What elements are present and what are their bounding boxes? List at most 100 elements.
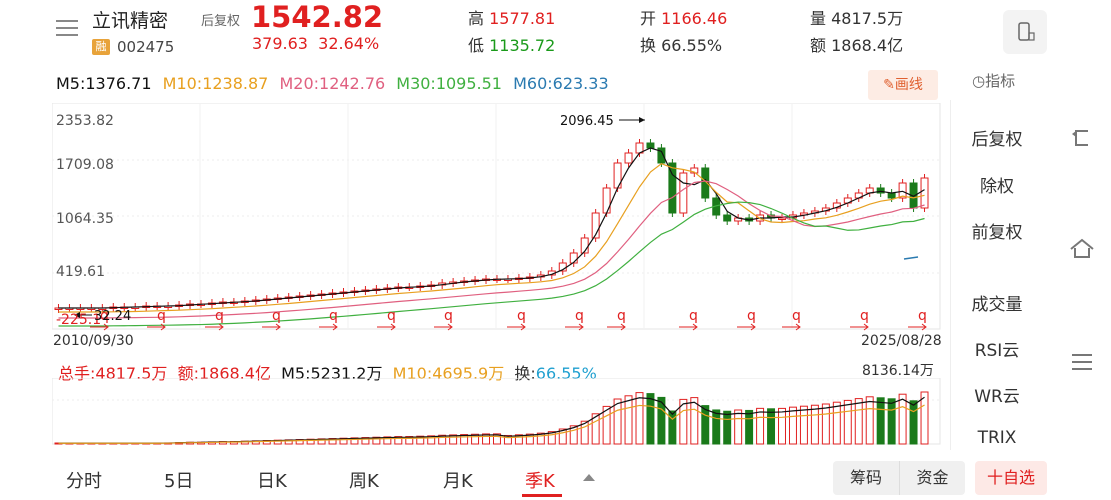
volume-bar: [799, 405, 808, 445]
landscape-toggle-button[interactable]: [1003, 10, 1047, 54]
candle: [679, 172, 688, 214]
volume-bar: [525, 433, 534, 445]
event-arrow: [434, 323, 453, 331]
tab-daily-k[interactable]: 日K: [257, 471, 287, 492]
event-marker[interactable]: q: [747, 308, 756, 324]
volume-bar: [843, 399, 852, 445]
volume-bar: [580, 420, 589, 445]
volume-bar: [482, 433, 491, 445]
draw-line-button[interactable]: ✎画线: [868, 70, 938, 100]
event-arrow: [377, 323, 396, 331]
volume-bar: [536, 432, 545, 445]
list-menu-icon[interactable]: [1068, 350, 1096, 374]
volume-bar: [876, 397, 885, 445]
tab-weekly-k[interactable]: 周K: [349, 471, 379, 492]
event-marker[interactable]: q: [918, 308, 927, 324]
volume-bar: [646, 393, 655, 445]
volume-bar: [712, 409, 721, 445]
event-marker[interactable]: q: [444, 308, 453, 324]
volume-bar: [745, 409, 754, 445]
event-marker[interactable]: q: [617, 308, 626, 324]
volume-bar: [383, 436, 392, 445]
tab-front-adjusted[interactable]: 前复权: [971, 223, 1023, 243]
ma20-value: M20:1242.76: [279, 74, 386, 93]
menu-icon[interactable]: [56, 20, 78, 38]
event-marker[interactable]: q: [517, 308, 526, 324]
volume-bar: [372, 436, 381, 445]
event-marker[interactable]: q: [792, 308, 801, 324]
volume-bar: [438, 434, 447, 445]
event-arrow: [262, 323, 281, 331]
candle: [591, 212, 600, 239]
tab-trix[interactable]: TRIX: [977, 428, 1017, 448]
event-marker[interactable]: q: [157, 308, 166, 324]
event-marker[interactable]: q: [100, 308, 109, 324]
candle: [920, 177, 929, 209]
volume-bar: [679, 398, 688, 445]
low-stat: 低 1135.72: [468, 36, 556, 55]
event-marker[interactable]: q: [215, 308, 224, 324]
candle: [887, 192, 896, 199]
volume-bar: [701, 405, 710, 445]
volume-bar: [635, 392, 644, 445]
funds-button[interactable]: 资金: [899, 461, 965, 495]
current-price: 1542.82: [251, 0, 384, 34]
volume-bar: [723, 410, 732, 445]
tab-ex-rights[interactable]: 除权: [980, 177, 1014, 197]
tab-wr[interactable]: WR云: [974, 387, 1020, 407]
ma30-value: M30:1095.51: [396, 74, 502, 93]
indicator-button[interactable]: ◷指标: [972, 72, 1016, 90]
home-icon[interactable]: [1068, 236, 1096, 260]
event-marker[interactable]: q: [575, 308, 584, 324]
volume-bar: [767, 408, 776, 445]
event-marker[interactable]: q: [329, 308, 338, 324]
volume-bar: [778, 407, 786, 445]
tab-intraday[interactable]: 分时: [66, 471, 102, 492]
event-arrow: [319, 323, 338, 331]
back-icon[interactable]: [1068, 126, 1096, 150]
candle: [668, 162, 677, 214]
ma60-value: M60:623.33: [513, 74, 609, 93]
volume-bar: [668, 410, 677, 445]
candle: [898, 182, 907, 199]
tab-monthly-k[interactable]: 月K: [443, 471, 473, 492]
volume-bar: [569, 425, 578, 445]
min-price-label: 32.24: [94, 309, 132, 324]
side-panel: [950, 100, 1044, 450]
volume-bar: [898, 393, 907, 445]
price-change: 379.63 32.64%: [252, 34, 380, 53]
event-arrow: [908, 323, 927, 331]
volume-bar: [690, 397, 699, 445]
tab-rsi[interactable]: RSI云: [974, 341, 1020, 361]
end-date: 2025/08/28: [861, 333, 942, 349]
event-marker[interactable]: q: [860, 308, 869, 324]
add-watchlist-button[interactable]: 十自选: [975, 461, 1047, 495]
tab-5day[interactable]: 5日: [164, 471, 194, 492]
volume-chart[interactable]: [52, 378, 942, 446]
volume-bar: [865, 396, 874, 445]
event-arrow: [205, 323, 224, 331]
max-arrowhead: [639, 117, 645, 123]
event-arrow: [565, 323, 584, 331]
event-marker[interactable]: q: [387, 308, 396, 324]
ma5-value: M5:1376.71: [56, 74, 152, 93]
tab-volume[interactable]: 成交量: [971, 295, 1023, 315]
ma10-value: M10:1238.87: [162, 74, 269, 93]
margin-badge: 融: [92, 39, 110, 55]
chips-button[interactable]: 筹码: [833, 461, 899, 495]
candle: [701, 167, 710, 199]
tab-back-adjusted[interactable]: 后复权: [971, 130, 1023, 150]
volume-bar: [624, 395, 633, 445]
event-marker[interactable]: q: [689, 308, 698, 324]
volume-max-label: 8136.14万: [862, 363, 934, 379]
caret-up-icon[interactable]: [582, 472, 596, 482]
candle: [624, 152, 633, 164]
volume-bar: [460, 434, 469, 445]
event-marker[interactable]: q: [272, 308, 281, 324]
y-tick-label: 419.61: [56, 264, 105, 280]
tab-quarterly-k[interactable]: 季K: [525, 471, 555, 492]
volume-bar: [887, 398, 896, 445]
volume-bar: [909, 400, 918, 445]
ma-legend: M5:1376.71 M10:1238.87 M20:1242.76 M30:1…: [56, 74, 615, 93]
